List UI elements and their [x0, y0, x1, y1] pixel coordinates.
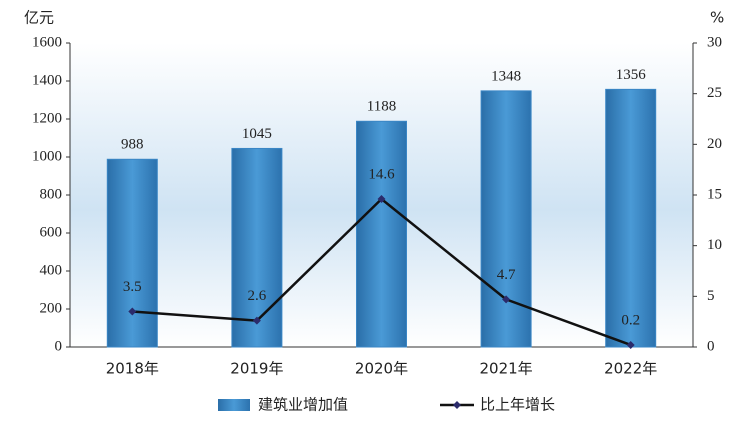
- y2-tick-label: 5: [707, 288, 715, 304]
- x-tick-label: 2022年: [604, 360, 657, 378]
- bar-value-label: 1045: [242, 126, 272, 142]
- line-marker: [502, 295, 511, 304]
- bar-value-label: 988: [121, 137, 144, 153]
- bar-value-label: 1188: [367, 99, 396, 115]
- x-tick-label: 2021年: [480, 360, 533, 378]
- line-marker: [252, 316, 261, 325]
- legend-swatch: [218, 399, 250, 411]
- y-tick-label: 1000: [32, 148, 62, 164]
- y-tick-label: 1200: [32, 110, 62, 126]
- x-tick-label: 2020年: [355, 360, 408, 378]
- y-tick-label: 200: [40, 300, 63, 316]
- line-value-label: 4.7: [497, 267, 516, 283]
- bar: [605, 88, 657, 348]
- y2-tick-label: 0: [707, 338, 715, 354]
- line-marker: [128, 307, 137, 316]
- legend-label: 建筑业增加值: [258, 396, 348, 414]
- line-value-label: 14.6: [368, 166, 395, 182]
- bar: [480, 90, 532, 348]
- legend-label: 比上年增长: [480, 396, 555, 414]
- y-tick-label: 600: [40, 224, 63, 240]
- y2-tick-label: 20: [707, 136, 722, 152]
- y-tick-label: 400: [40, 262, 63, 278]
- y2-tick-label: 30: [707, 34, 722, 50]
- legend-marker: [453, 401, 461, 409]
- line-value-label: 0.2: [621, 312, 640, 328]
- line-value-label: 3.5: [123, 279, 142, 295]
- y2-tick-label: 25: [707, 85, 722, 101]
- y-tick-label: 0: [55, 338, 63, 354]
- bar-value-label: 1348: [491, 68, 521, 84]
- y-tick-label: 1400: [32, 72, 62, 88]
- y-unit: 亿元: [24, 9, 54, 27]
- y2-tick-label: 15: [707, 186, 722, 202]
- line-marker: [626, 340, 635, 349]
- bar: [106, 158, 158, 348]
- y2-tick-label: 10: [707, 237, 722, 253]
- y-tick-label: 800: [40, 186, 63, 202]
- line-value-label: 2.6: [248, 288, 267, 304]
- y2-unit: %: [710, 9, 724, 27]
- bar: [356, 120, 407, 348]
- x-tick-label: 2018年: [106, 360, 159, 378]
- bar-value-label: 1356: [616, 67, 647, 83]
- y-tick-label: 1600: [32, 34, 62, 50]
- line-marker: [377, 195, 386, 204]
- bar: [231, 147, 283, 348]
- x-tick-label: 2019年: [230, 360, 283, 378]
